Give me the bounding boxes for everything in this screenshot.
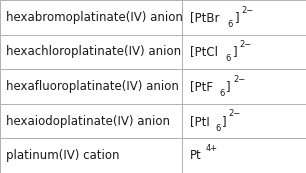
Text: [PtF: [PtF: [190, 80, 213, 93]
Text: platinum(IV) cation: platinum(IV) cation: [6, 149, 119, 162]
Text: hexachloroplatinate(IV) anion: hexachloroplatinate(IV) anion: [6, 45, 181, 58]
Text: 6: 6: [228, 20, 233, 29]
Text: 2−: 2−: [241, 6, 254, 15]
Text: 2−: 2−: [229, 109, 241, 118]
Text: 6: 6: [226, 54, 231, 63]
Text: 6: 6: [219, 89, 225, 98]
Text: hexabromoplatinate(IV) anion: hexabromoplatinate(IV) anion: [6, 11, 182, 24]
Text: 4+: 4+: [206, 144, 218, 153]
Text: ]: ]: [226, 80, 231, 93]
Text: 2−: 2−: [239, 40, 252, 49]
Text: [PtCl: [PtCl: [190, 45, 218, 58]
Text: Pt: Pt: [190, 149, 201, 162]
Text: hexaiodoplatinate(IV) anion: hexaiodoplatinate(IV) anion: [6, 115, 170, 128]
Text: [PtI: [PtI: [190, 115, 210, 128]
Text: ]: ]: [222, 115, 227, 128]
Text: 2−: 2−: [233, 75, 245, 84]
Text: 6: 6: [215, 124, 221, 133]
Text: ]: ]: [235, 11, 239, 24]
Text: ]: ]: [233, 45, 237, 58]
Text: [PtBr: [PtBr: [190, 11, 219, 24]
Text: hexafluoroplatinate(IV) anion: hexafluoroplatinate(IV) anion: [6, 80, 178, 93]
